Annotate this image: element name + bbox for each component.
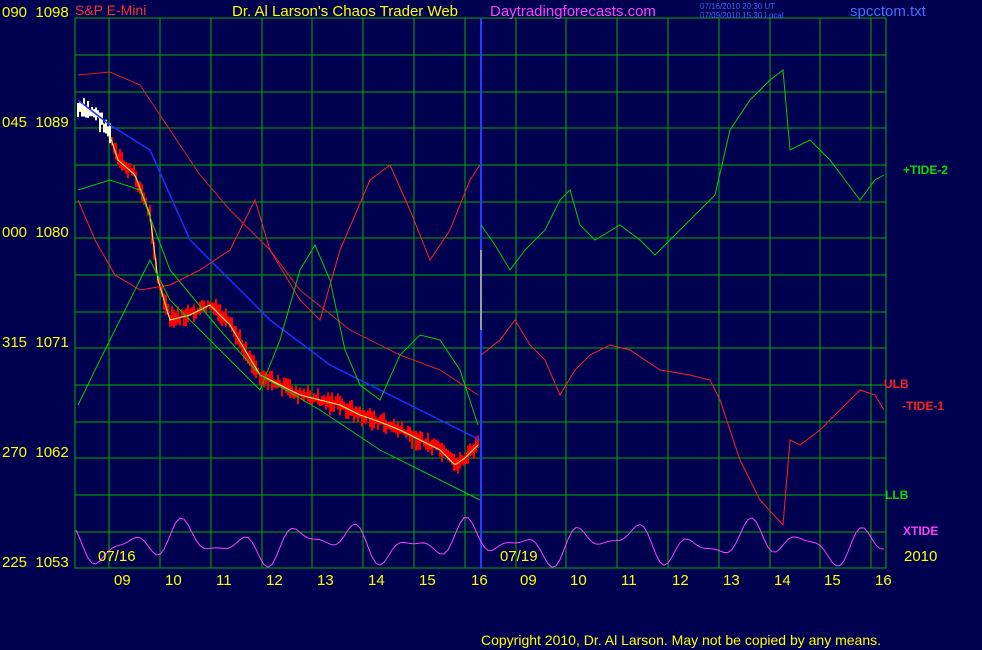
- x-label-13: 14: [774, 572, 791, 589]
- x-label-9: 10: [570, 572, 587, 589]
- legend-llb: LLB: [885, 488, 909, 502]
- x-label-10: 11: [621, 572, 637, 589]
- y-label-1: 045 1089: [2, 114, 69, 131]
- y-label-0: 090 1098: [2, 4, 69, 21]
- y-label-4: 270 1062: [2, 444, 69, 461]
- y-label-2: 000 1080: [2, 224, 69, 241]
- instrument-label: S&P E-Mini: [75, 2, 147, 18]
- ulb-line: [77, 71, 479, 396]
- x-label-3: 12: [266, 572, 283, 589]
- chart-title: Dr. Al Larson's Chaos Trader Web: [232, 3, 459, 20]
- filename-label: spcctom.txt: [850, 3, 926, 20]
- legend-tide1: -TIDE-1: [902, 399, 944, 413]
- website-label: Daytradingforecasts.com: [490, 3, 656, 20]
- x-label-7: 16: [471, 572, 488, 589]
- date-label-2: 07/19: [500, 548, 538, 565]
- legend-ulb: ULB: [884, 377, 909, 391]
- x-label-2: 11: [216, 572, 232, 589]
- llb-line: [77, 179, 481, 501]
- x-label-0: 09: [114, 572, 131, 589]
- legend-tide2: +TIDE-2: [903, 163, 949, 177]
- y-label-5: 225 1053: [2, 554, 69, 571]
- y-label-3: 315 1071: [2, 334, 69, 351]
- xtide-line: [75, 517, 885, 568]
- copyright-notice: Copyright 2010, Dr. Al Larson. May not b…: [481, 632, 882, 648]
- x-label-1: 10: [165, 572, 182, 589]
- timestamp-ut: 07/16/2010 20:30 UT: [700, 2, 776, 11]
- x-label-8: 09: [520, 572, 537, 589]
- date-label-1: 07/16: [98, 548, 136, 565]
- legend-xtide: XTIDE: [903, 524, 939, 538]
- x-label-15: 16: [875, 572, 892, 589]
- moving-average-line: [77, 109, 479, 465]
- tide2-line-day2: [480, 69, 885, 271]
- year-label: 2010: [904, 548, 938, 565]
- x-label-11: 12: [672, 572, 689, 589]
- x-label-5: 14: [368, 572, 385, 589]
- tide2-line-day1: [77, 243, 479, 426]
- x-label-12: 13: [723, 572, 740, 589]
- blue-channel-line: [77, 99, 481, 441]
- timestamp-local: 07/09/2010 15:30 Local: [700, 11, 784, 20]
- x-label-4: 13: [317, 572, 334, 589]
- tide1-line-day2: [480, 319, 885, 527]
- tide1-line-day1: [77, 164, 481, 321]
- x-label-6: 15: [419, 572, 436, 589]
- x-label-14: 15: [824, 572, 841, 589]
